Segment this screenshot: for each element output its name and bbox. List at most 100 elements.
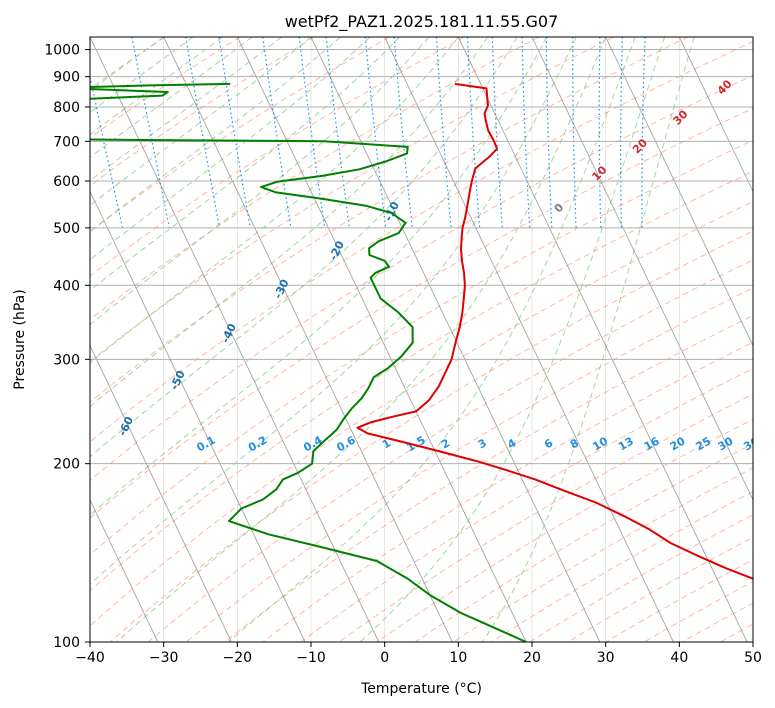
- isotherm-label: -30: [271, 277, 291, 301]
- dry-adiabat: [90, 37, 315, 187]
- moist-adiabat: [90, 37, 489, 408]
- moist-adiabat: [90, 37, 312, 206]
- moist-adiabat: [90, 37, 341, 233]
- dry-adiabat: [90, 107, 753, 519]
- theta-e-label: 20: [630, 136, 650, 156]
- moist-adiabat: [482, 37, 695, 642]
- dry-adiabat: [90, 139, 753, 556]
- mixing-ratio-line: [131, 37, 171, 229]
- mixing-ratio-line: [364, 37, 387, 228]
- isotherm-line: [90, 190, 306, 642]
- dry-adiabats: [90, 37, 753, 642]
- dry-adiabat: [90, 37, 614, 363]
- dry-adiabat: [90, 37, 689, 403]
- y-tick-label: 500: [53, 221, 80, 237]
- profile-lines: [90, 82, 753, 642]
- pressure-gridlines: [90, 37, 753, 642]
- theta-e-label: 40: [715, 77, 735, 97]
- mixing-ratio-line: [491, 37, 503, 228]
- dry-adiabat: [90, 37, 390, 233]
- dewpoint-profile: [90, 82, 527, 642]
- dry-adiabat: [338, 393, 753, 642]
- mixing-ratio-line: [545, 37, 553, 228]
- isotherm-line: [457, 37, 748, 642]
- y-tick-label: 800: [53, 100, 80, 116]
- theta-e-label: 10: [589, 163, 609, 183]
- isotherm-line: [752, 37, 753, 39]
- x-tick-label: 20: [523, 650, 541, 666]
- x-tick-label: −30: [149, 650, 179, 666]
- dry-adiabat: [529, 514, 753, 642]
- x-tick-label: −40: [75, 650, 105, 666]
- moist-adiabat: [90, 37, 400, 292]
- isotherm-line: [90, 344, 232, 642]
- isotherm-label: -80: [12, 506, 32, 530]
- moist-adiabat: [90, 37, 223, 136]
- dry-adiabat: [90, 37, 540, 321]
- isotherm-line: [531, 37, 753, 502]
- y-tick-label: 200: [53, 457, 80, 473]
- dry-adiabat: [90, 200, 753, 627]
- y-tick-label: 900: [53, 70, 80, 86]
- mixing-ratio-label: 36: [741, 434, 761, 453]
- dry-adiabat: [567, 536, 753, 642]
- x-tick-label: −20: [223, 650, 253, 666]
- dry-adiabat: [90, 37, 241, 139]
- dry-adiabat: [491, 490, 753, 642]
- isotherm-label: -50: [168, 368, 188, 392]
- isotherm-line: [90, 498, 159, 642]
- mixing-ratio-line: [218, 37, 251, 229]
- dry-adiabat: [414, 443, 753, 642]
- mixing-ratio-label: 3: [476, 436, 489, 451]
- moist-adiabat: [90, 37, 194, 114]
- isotherm-line: [0, 37, 10, 642]
- mixing-ratio-line: [90, 73, 124, 229]
- isotherm-label: -20: [327, 239, 347, 263]
- x-tick-label: 10: [449, 650, 467, 666]
- temperature-profile: [356, 82, 753, 580]
- chart-title: wetPf2_PAZ1.2025.181.11.55.G07: [285, 12, 559, 32]
- y-axis-label: Pressure (hPa): [12, 289, 28, 389]
- isotherm-line: [605, 37, 753, 347]
- mixing-ratio-line: [521, 37, 531, 228]
- dry-adiabat: [681, 602, 753, 642]
- dry-adiabat: [109, 230, 753, 642]
- dry-adiabat: [147, 259, 753, 642]
- moist-adiabat: [90, 37, 518, 458]
- x-axis-label: Temperature (°C): [360, 681, 482, 697]
- y-tick-label: 1000: [44, 43, 80, 59]
- mixing-ratio-lines: [90, 37, 646, 229]
- moist-adiabat: [116, 37, 607, 642]
- isotherm-label: -60: [116, 414, 136, 438]
- mixing-ratio-line: [620, 37, 623, 228]
- mixing-ratio-line: [393, 37, 413, 228]
- mixing-ratio-line: [466, 37, 481, 228]
- y-tick-label: 400: [53, 278, 80, 294]
- mixing-ratio-label: 10: [590, 434, 610, 453]
- moist-adiabat: [90, 37, 577, 585]
- plot-frame: [89, 36, 754, 643]
- moist-adiabat: [90, 37, 430, 326]
- isotherm-line: [163, 37, 453, 642]
- y-tick-label: 600: [53, 174, 80, 190]
- isotherm-label: -40: [219, 321, 239, 345]
- dry-adiabat: [90, 74, 753, 482]
- moist-adiabat: [90, 37, 548, 516]
- mixing-ratio-line: [298, 37, 326, 228]
- moist-adiabat: [90, 37, 371, 261]
- dry-adiabat: [720, 623, 753, 642]
- dry-adiabat: [453, 467, 753, 642]
- isotherm-line: [384, 37, 674, 642]
- y-tick-label: 100: [53, 635, 80, 651]
- x-axis: −40 −30 −20 −10 0 10 20 30 40 50: [75, 642, 762, 666]
- mixing-ratio-label: 16: [642, 434, 662, 453]
- mixing-ratio-line: [641, 37, 646, 228]
- plot-area: -100-90-80-70-60-50-40-30-20-100.10.20.4…: [0, 37, 761, 642]
- dry-adiabat: [186, 287, 753, 642]
- x-tick-label: 40: [670, 650, 688, 666]
- mixing-ratio-line: [598, 37, 602, 228]
- dry-adiabat: [643, 580, 753, 642]
- x-tick-label: −10: [296, 650, 326, 666]
- mixing-ratio-label: 25: [693, 435, 713, 454]
